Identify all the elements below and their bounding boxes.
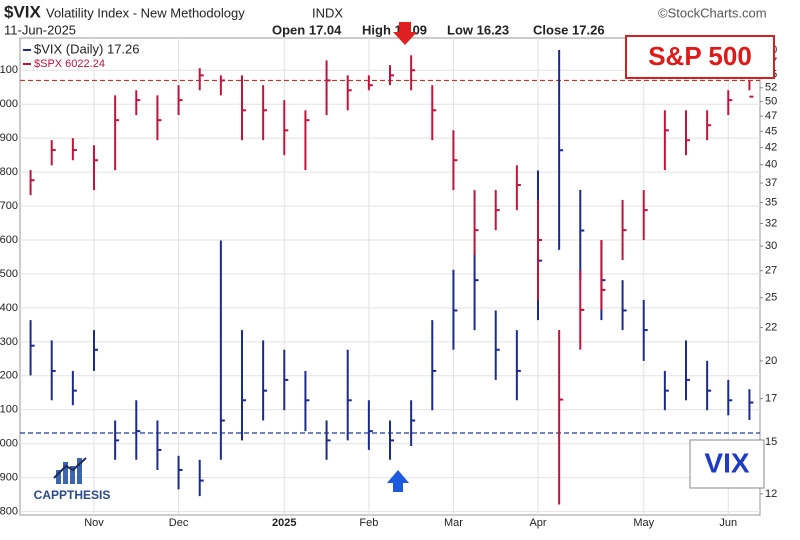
peak-arrow bbox=[393, 22, 417, 45]
y-tick-label: 200 bbox=[0, 370, 18, 382]
source: ©StockCharts.com bbox=[658, 5, 767, 20]
logo-text: CAPPTHESIS bbox=[34, 488, 111, 502]
y2-tick-label: 17 bbox=[765, 393, 777, 405]
x-tick-label: Apr bbox=[529, 517, 546, 529]
x-tick-label: Mar bbox=[444, 517, 463, 529]
quote-open: Open 17.04 bbox=[272, 22, 342, 37]
y2-tick-label: 25 bbox=[765, 292, 777, 304]
y2-tick-label: 37 bbox=[765, 177, 777, 189]
y2-tick-label: 45 bbox=[765, 125, 777, 137]
y2-tick-label: 20 bbox=[765, 355, 777, 367]
y-tick-label: 400 bbox=[0, 302, 18, 314]
y-tick-label: 700 bbox=[0, 200, 18, 212]
x-tick-label: 2025 bbox=[272, 517, 296, 529]
date: 11-Jun-2025 bbox=[4, 22, 76, 37]
x-tick-label: Nov bbox=[84, 517, 104, 529]
quote-low: Low 16.23 bbox=[447, 22, 509, 37]
y2-tick-label: 27 bbox=[765, 265, 777, 277]
vix-label: VIX bbox=[704, 447, 749, 478]
y-tick-label: 800 bbox=[0, 506, 18, 518]
y2-tick-label: 22 bbox=[765, 321, 777, 333]
y2-tick-label: 52 bbox=[765, 82, 777, 94]
low-arrow bbox=[387, 470, 409, 492]
x-tick-label: Jun bbox=[719, 517, 737, 529]
y-tick-label: 900 bbox=[0, 472, 18, 484]
exchange: INDX bbox=[312, 5, 343, 20]
symbol: $VIX bbox=[4, 2, 42, 21]
y2-tick-label: 15 bbox=[765, 436, 777, 448]
y2-tick-label: 40 bbox=[765, 159, 777, 171]
legend-label: $SPX 6022.24 bbox=[34, 58, 105, 70]
logo-icon bbox=[53, 457, 87, 484]
y-tick-label: 000 bbox=[0, 438, 18, 450]
y2-tick-label: 47 bbox=[765, 110, 777, 122]
quote-high: High 18.09 bbox=[362, 22, 427, 37]
vix-label-box bbox=[689, 439, 765, 489]
y2-tick-label: 50 bbox=[765, 95, 777, 107]
y2-tick-label: 32 bbox=[765, 217, 777, 229]
x-tick-label: May bbox=[633, 517, 654, 529]
legend: $VIX (Daily) 17.26 $SPX 6022.24 bbox=[23, 41, 140, 70]
y-tick-label: 000 bbox=[0, 98, 18, 110]
quote-close: Close 17.26 bbox=[533, 22, 605, 37]
y-tick-label: 800 bbox=[0, 166, 18, 178]
y-tick-label: 900 bbox=[0, 132, 18, 144]
x-tick-label: Feb bbox=[359, 517, 378, 529]
y-tick-label: 100 bbox=[0, 64, 18, 76]
spx-label: S&P 500 bbox=[648, 41, 752, 71]
y-tick-label: 600 bbox=[0, 234, 18, 246]
y2-tick-label: 30 bbox=[765, 240, 777, 252]
legend-label: $VIX (Daily) 17.26 bbox=[34, 41, 140, 56]
y2-tick-label: 12 bbox=[765, 488, 777, 500]
x-tick-label: Dec bbox=[169, 517, 189, 529]
y-tick-label: 500 bbox=[0, 268, 18, 280]
y2-tick-label: 42 bbox=[765, 141, 777, 153]
y2-tick-label: 35 bbox=[765, 196, 777, 208]
y-tick-label: 300 bbox=[0, 336, 18, 348]
subtitle: Volatility Index - New Methodology bbox=[46, 5, 245, 20]
y-tick-label: 100 bbox=[0, 404, 18, 416]
spx-label-box bbox=[625, 35, 775, 79]
